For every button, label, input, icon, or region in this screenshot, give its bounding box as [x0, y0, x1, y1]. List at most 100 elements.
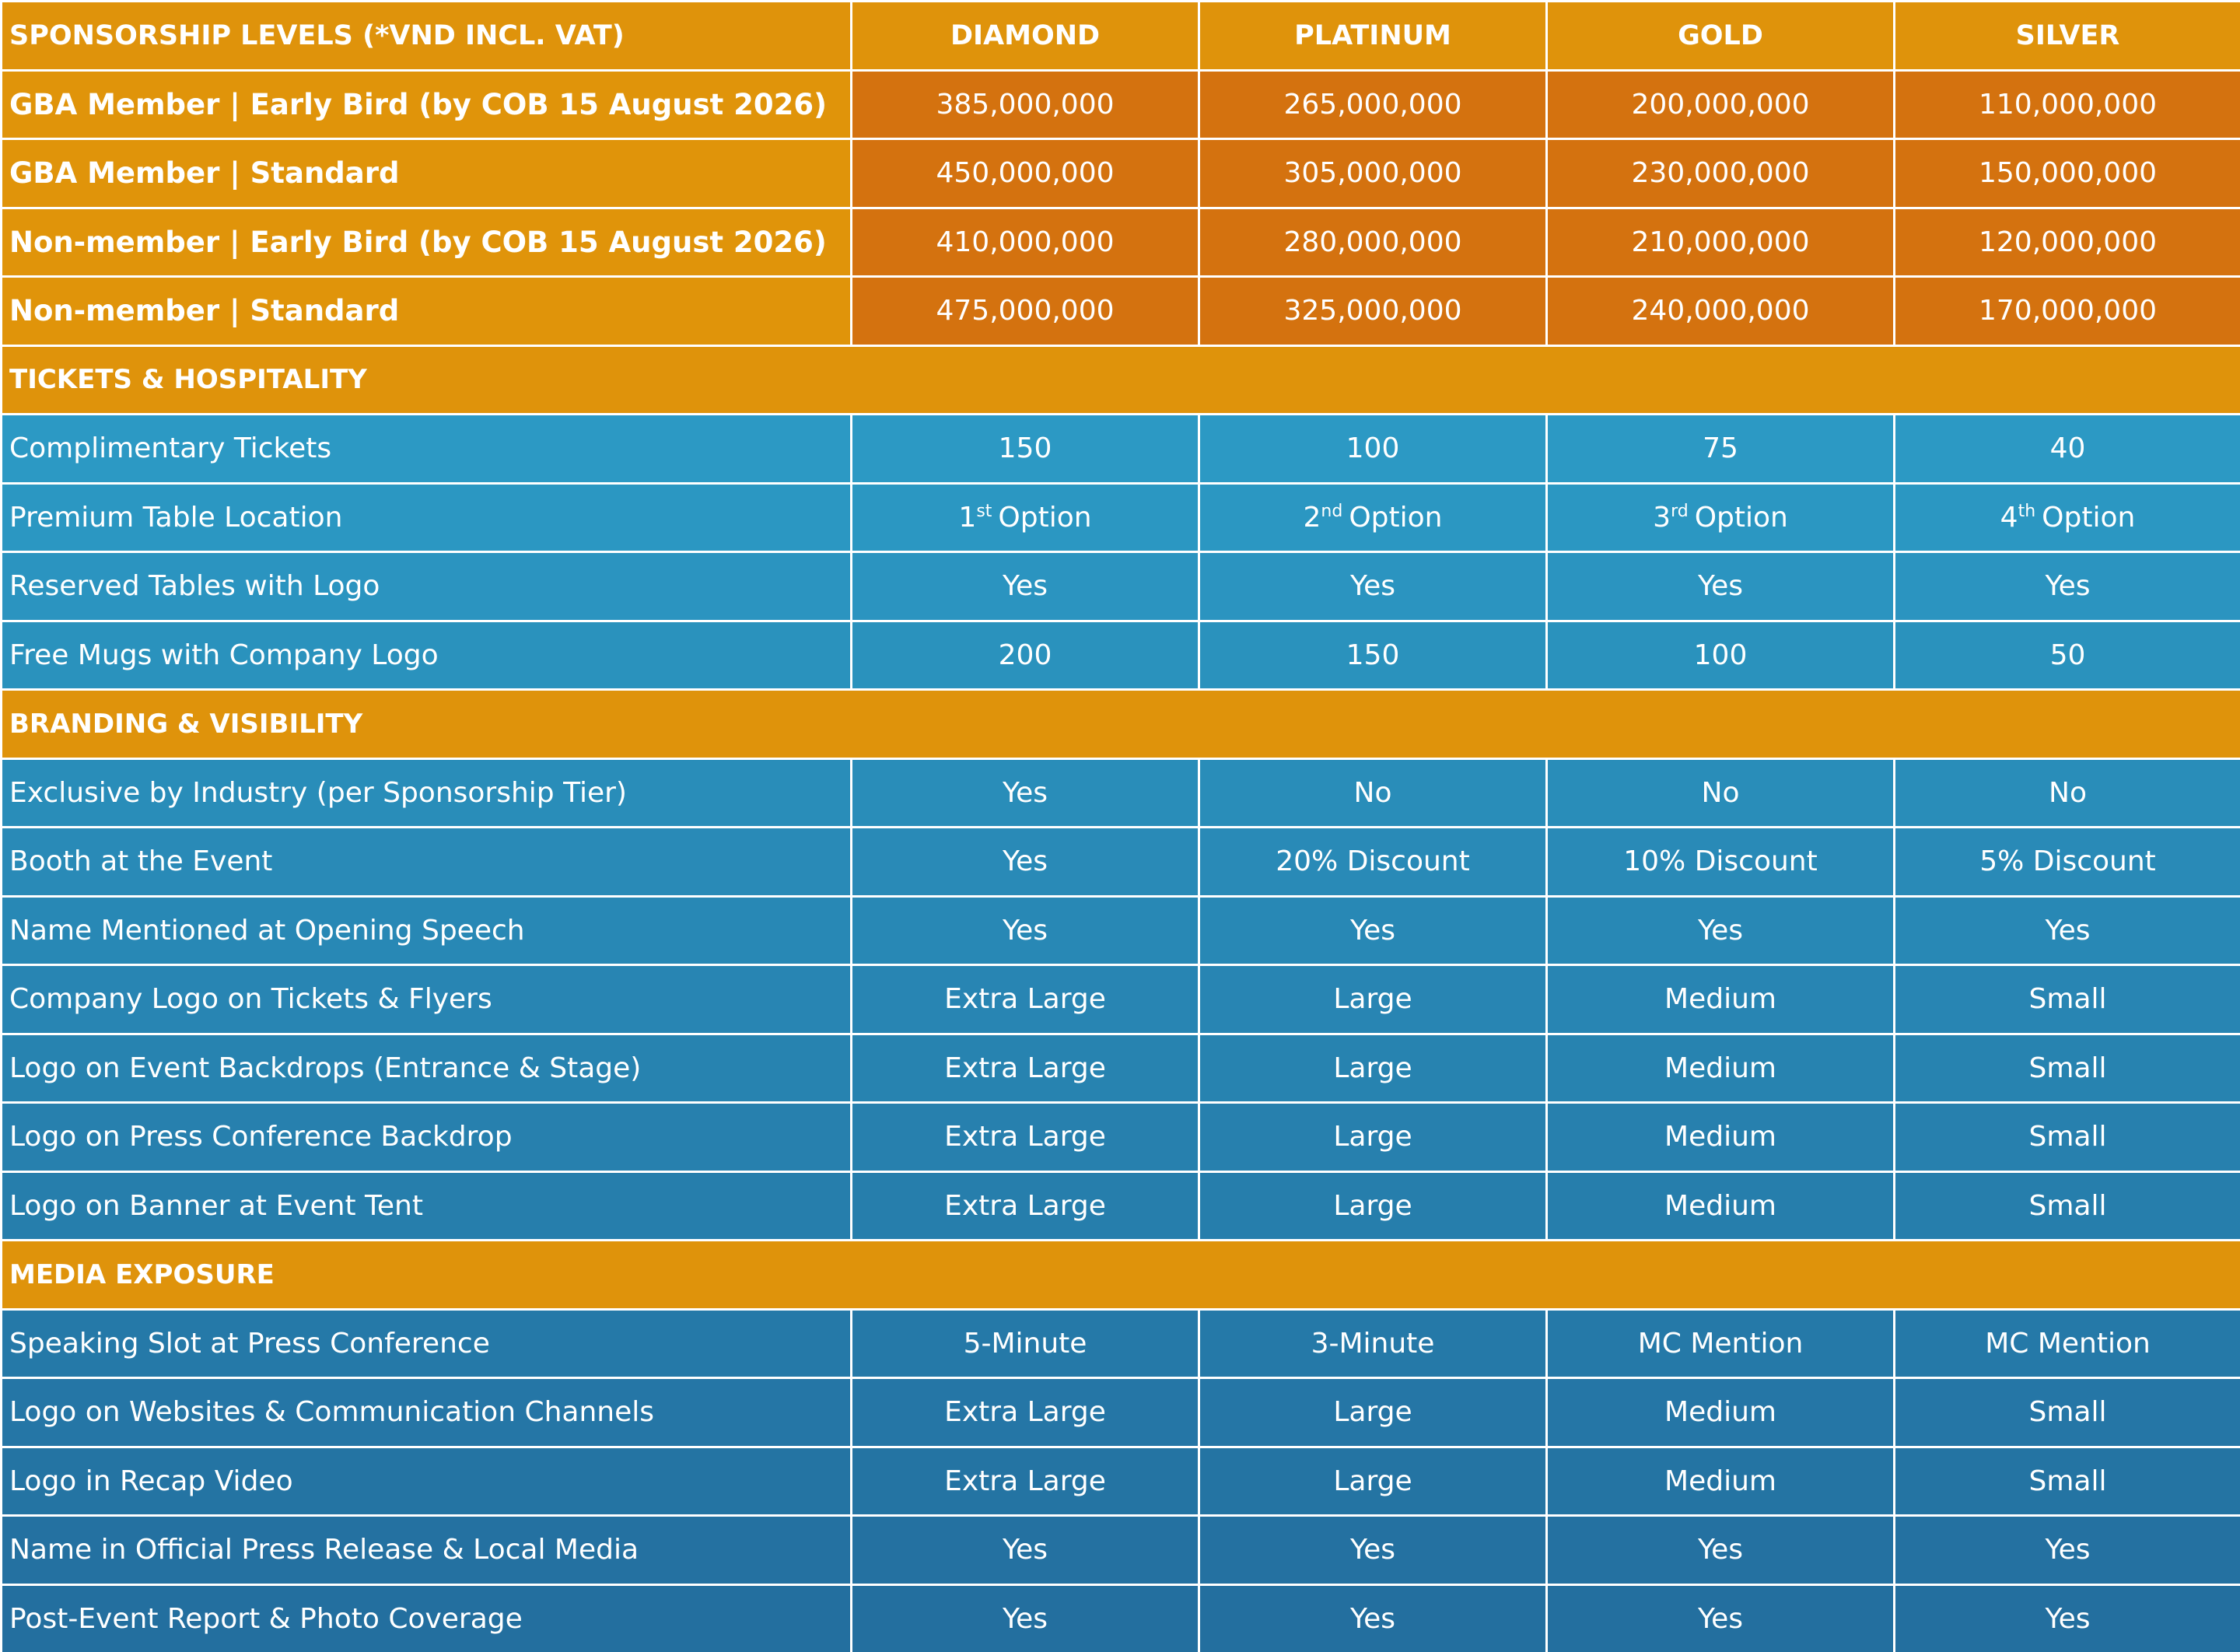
benefit-row: Free Mugs with Company Logo 200 150 100 50	[0, 619, 2240, 691]
benefit-value: Large	[1198, 1445, 1548, 1517]
benefit-value: Medium	[1545, 1445, 1895, 1517]
price-row: GBA Member | Early Bird (by COB 15 Augus…	[0, 68, 2240, 140]
benefit-value: 150	[850, 413, 1200, 485]
benefit-value: Yes	[1545, 1514, 1895, 1586]
benefit-row: Logo on Websites & Communication Channel…	[0, 1377, 2240, 1448]
price-value: 200,000,000	[1545, 68, 1895, 140]
benefit-value: Extra Large	[850, 1101, 1200, 1173]
price-value: 230,000,000	[1545, 138, 1895, 209]
benefit-value: MC Mention	[1893, 1307, 2240, 1379]
benefit-value: Large	[1198, 1170, 1548, 1241]
cell-n: 4	[2000, 501, 2018, 534]
cell-text: Option	[2042, 501, 2136, 534]
benefit-value: 100	[1545, 619, 1895, 691]
benefit-row: Reserved Tables with Logo Yes Yes Yes Yes	[0, 551, 2240, 622]
price-value: 305,000,000	[1198, 138, 1548, 209]
benefit-value: MC Mention	[1545, 1307, 1895, 1379]
benefit-value: Extra Large	[850, 1445, 1200, 1517]
cell-sup: nd	[1321, 501, 1343, 521]
benefit-value: Small	[1893, 1032, 2240, 1104]
benefit-label: Complimentary Tickets	[0, 413, 852, 485]
benefit-label: Name Mentioned at Opening Speech	[0, 894, 852, 966]
cell-text: Option	[1349, 501, 1443, 534]
price-value: 475,000,000	[850, 275, 1200, 347]
benefit-value: 1st Option	[850, 481, 1200, 553]
benefit-value: Medium	[1545, 964, 1895, 1035]
benefit-row: Logo in Recap Video Extra Large Large Mediu…	[0, 1445, 2240, 1517]
benefit-label: Name in Official Press Release & Local M…	[0, 1514, 852, 1586]
benefit-row: Speaking Slot at Press Conference 5-Minut…	[0, 1307, 2240, 1379]
cell-sup: rd	[1671, 501, 1689, 521]
cell-text: Option	[1694, 501, 1788, 534]
benefit-value: Yes	[850, 757, 1200, 828]
benefit-row: Logo on Press Conference Backdrop Extra L…	[0, 1101, 2240, 1173]
cell-text: Option	[998, 501, 1092, 534]
benefit-value: Large	[1198, 1377, 1548, 1448]
cell-n: 3	[1653, 501, 1671, 534]
benefit-row: Premium Table Location 1st Option 2nd Option…	[0, 481, 2240, 553]
price-label: GBA Member | Early Bird (by COB 15 Augus…	[0, 68, 852, 140]
section-row: BRANDING & VISIBILITY	[0, 688, 2240, 760]
benefit-value: Yes	[1893, 1583, 2240, 1652]
header-row: SPONSORSHIP LEVELS (*VND INCL. VAT) DIAMO…	[0, 0, 2240, 72]
benefit-value: Yes	[1545, 894, 1895, 966]
benefit-row: Company Logo on Tickets & Flyers Extra La…	[0, 964, 2240, 1035]
benefit-value: Yes	[850, 894, 1200, 966]
benefit-label: Booth at the Event	[0, 826, 852, 898]
cell-n: 1	[958, 501, 977, 534]
price-value: 210,000,000	[1545, 206, 1895, 278]
benefit-value: 150	[1198, 619, 1548, 691]
benefit-value: No	[1198, 757, 1548, 828]
tier-header: SILVER	[1893, 0, 2240, 72]
benefit-value: Small	[1893, 964, 2240, 1035]
benefit-value: 4th Option	[1893, 481, 2240, 553]
benefit-value: No	[1545, 757, 1895, 828]
price-value: 410,000,000	[850, 206, 1200, 278]
benefit-value: Extra Large	[850, 1170, 1200, 1241]
benefit-value: Large	[1198, 1101, 1548, 1173]
benefit-label: Exclusive by Industry (per Sponsorship T…	[0, 757, 852, 828]
price-value: 120,000,000	[1893, 206, 2240, 278]
benefit-value: Large	[1198, 1032, 1548, 1104]
benefit-row: Name in Official Press Release & Local M…	[0, 1514, 2240, 1586]
section-row: TICKETS & HOSPITALITY	[0, 344, 2240, 415]
benefit-value: Small	[1893, 1101, 2240, 1173]
benefit-value: 3-Minute	[1198, 1307, 1548, 1379]
section-row: MEDIA EXPOSURE	[0, 1239, 2240, 1311]
price-value: 170,000,000	[1893, 275, 2240, 347]
benefit-value: 5-Minute	[850, 1307, 1200, 1379]
cell-sup: st	[976, 501, 992, 521]
cell-sup: th	[2018, 501, 2036, 521]
benefit-label: Free Mugs with Company Logo	[0, 619, 852, 691]
benefit-value: Yes	[1545, 1583, 1895, 1652]
benefit-label: Logo on Event Backdrops (Entrance & Stag…	[0, 1032, 852, 1104]
section-title: TICKETS & HOSPITALITY	[0, 344, 2240, 415]
price-label: Non-member | Standard	[0, 275, 852, 347]
price-value: 265,000,000	[1198, 68, 1548, 140]
benefit-value: Large	[1198, 964, 1548, 1035]
benefit-value: Small	[1893, 1170, 2240, 1241]
benefit-value: 50	[1893, 619, 2240, 691]
benefit-value: Yes	[850, 1514, 1200, 1586]
price-row: Non-member | Early Bird (by COB 15 Augus…	[0, 206, 2240, 278]
section-title: BRANDING & VISIBILITY	[0, 688, 2240, 760]
price-value: 280,000,000	[1198, 206, 1548, 278]
price-value: 150,000,000	[1893, 138, 2240, 209]
benefit-row: Exclusive by Industry (per Sponsorship T…	[0, 757, 2240, 828]
benefit-value: 100	[1198, 413, 1548, 485]
benefit-label: Speaking Slot at Press Conference	[0, 1307, 852, 1379]
benefit-value: Yes	[1198, 1514, 1548, 1586]
tier-header: DIAMOND	[850, 0, 1200, 72]
benefit-value: Medium	[1545, 1032, 1895, 1104]
benefit-value: Yes	[1893, 894, 2240, 966]
benefit-label: Logo in Recap Video	[0, 1445, 852, 1517]
benefit-label: Post-Event Report & Photo Coverage	[0, 1583, 852, 1652]
cell-n: 2	[1303, 501, 1321, 534]
benefit-label: Logo on Press Conference Backdrop	[0, 1101, 852, 1173]
section-title: MEDIA EXPOSURE	[0, 1239, 2240, 1311]
price-value: 450,000,000	[850, 138, 1200, 209]
benefit-value: Yes	[850, 826, 1200, 898]
benefit-row: Logo on Banner at Event Tent Extra Large L…	[0, 1170, 2240, 1241]
